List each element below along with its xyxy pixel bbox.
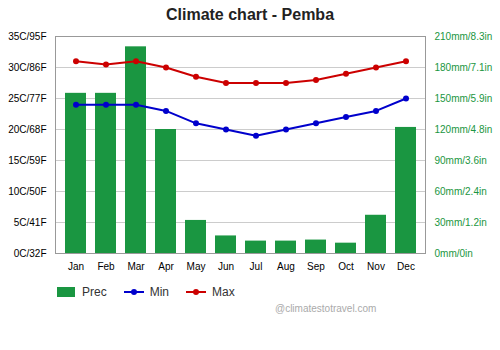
svg-text:Jun: Jun [218,261,234,272]
html-text:Max: Max [212,285,235,299]
svg-text:May: May [187,261,206,272]
svg-text:Oct: Oct [338,261,354,272]
svg-text:0mm/0in: 0mm/0in [435,248,473,259]
svg-text:Mar: Mar [127,261,145,272]
html-text:Min: Min [149,285,169,299]
svg-text:Feb: Feb [97,261,115,272]
svg-text:30mm/1.2in: 30mm/1.2in [435,217,487,228]
svg-text:Nov: Nov [367,261,385,272]
svg-text:180mm/7.1in: 180mm/7.1in [435,62,493,73]
svg-text:Dec: Dec [397,261,415,272]
svg-text:25C/77F: 25C/77F [8,93,46,104]
html-text:Prec: Prec [82,285,107,299]
svg-text:30C/86F: 30C/86F [8,62,46,73]
svg-text:Sep: Sep [307,261,325,272]
svg-text:150mm/5.9in: 150mm/5.9in [435,93,493,104]
svg-text:0C/32F: 0C/32F [14,248,47,259]
svg-text:5C/41F: 5C/41F [14,217,47,228]
svg-text:10C/50F: 10C/50F [8,186,46,197]
html-text:Climate chart - Pemba: Climate chart - Pemba [166,6,334,23]
svg-text:60mm/2.4in: 60mm/2.4in [435,186,487,197]
svg-text:Jul: Jul [250,261,263,272]
svg-text:35C/95F: 35C/95F [8,31,46,42]
svg-text:120mm/4.8in: 120mm/4.8in [435,124,493,135]
svg-text:Apr: Apr [158,261,174,272]
html-text:@climatestotravel.com: @climatestotravel.com [275,303,377,314]
svg-text:90mm/3.6in: 90mm/3.6in [435,155,487,166]
svg-text:20C/68F: 20C/68F [8,124,46,135]
svg-text:Aug: Aug [277,261,295,272]
svg-text:Jan: Jan [68,261,84,272]
svg-text:210mm/8.3in: 210mm/8.3in [435,31,493,42]
svg-text:15C/59F: 15C/59F [8,155,46,166]
